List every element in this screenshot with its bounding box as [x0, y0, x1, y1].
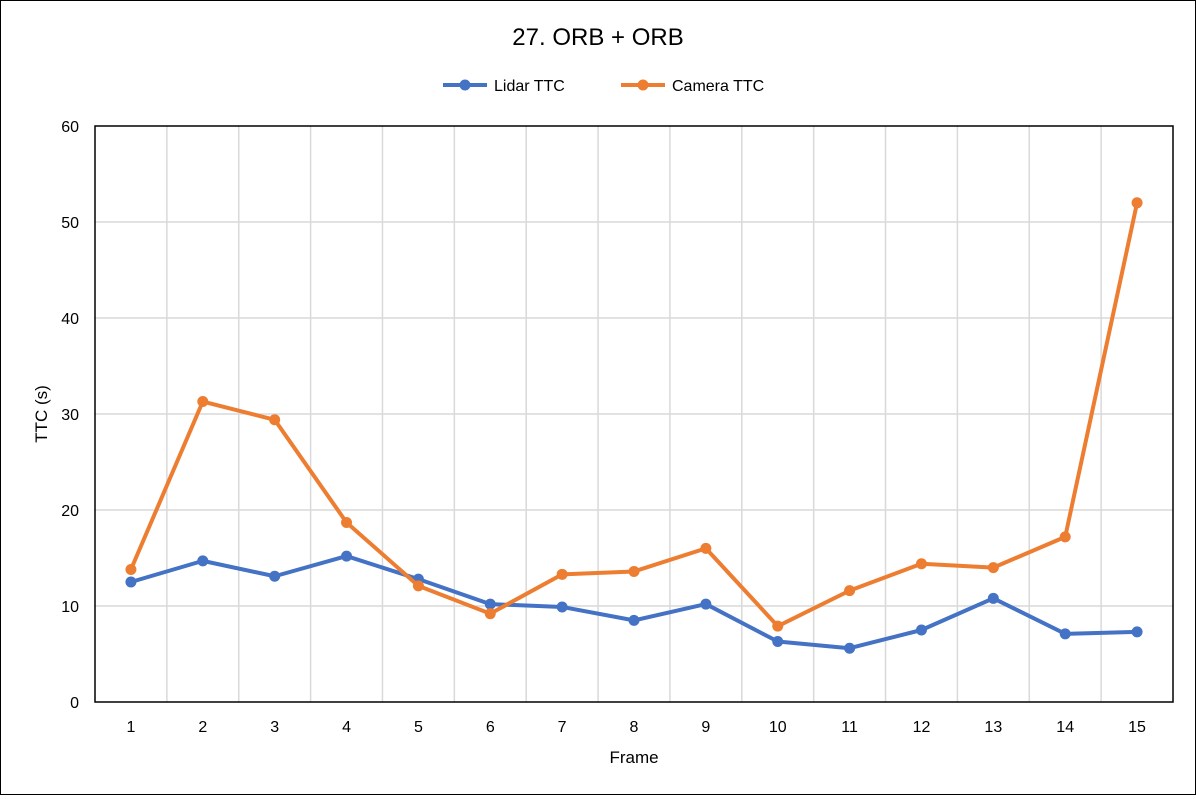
- data-point: [412, 580, 424, 592]
- gridlines: [95, 126, 1173, 702]
- data-point: [269, 414, 281, 426]
- x-tick-label: 14: [1056, 719, 1074, 736]
- y-tick-label: 20: [61, 503, 79, 520]
- data-point: [484, 598, 496, 610]
- x-tick-label: 10: [769, 719, 787, 736]
- data-point: [197, 555, 209, 567]
- x-tick-label: 3: [270, 719, 279, 736]
- series-lidar-ttc: [125, 550, 1143, 654]
- data-point: [556, 601, 568, 613]
- data-point: [1131, 197, 1143, 209]
- data-point: [844, 585, 856, 597]
- series-group: [125, 197, 1143, 654]
- x-tick-label: 6: [486, 719, 495, 736]
- data-point: [987, 592, 999, 604]
- data-point: [269, 570, 281, 582]
- x-tick-label: 4: [342, 719, 351, 736]
- x-axis-label: Frame: [609, 748, 658, 767]
- data-point: [1131, 626, 1143, 638]
- data-point: [556, 568, 568, 580]
- x-tick-label: 12: [913, 719, 931, 736]
- x-axis: 1 2 3 4 5 6 7 8 9 10 11 12 13 14 15: [126, 719, 1146, 736]
- x-tick-label: 13: [984, 719, 1002, 736]
- legend: Lidar TTC Camera TTC: [443, 78, 764, 95]
- x-tick-label: 1: [126, 719, 135, 736]
- data-point: [987, 562, 999, 574]
- data-point: [700, 542, 712, 554]
- x-tick-label: 8: [630, 719, 639, 736]
- data-point: [125, 564, 137, 576]
- data-point: [844, 642, 856, 654]
- x-tick-label: 5: [414, 719, 423, 736]
- data-point: [484, 608, 496, 620]
- data-point: [628, 565, 640, 577]
- legend-label: Lidar TTC: [494, 78, 565, 95]
- y-tick-label: 30: [61, 407, 79, 424]
- data-point: [1059, 628, 1071, 640]
- data-point: [1059, 531, 1071, 543]
- data-point: [772, 636, 784, 648]
- data-point: [341, 550, 353, 562]
- data-point: [915, 624, 927, 636]
- legend-item: Lidar TTC: [443, 78, 565, 95]
- series-camera-ttc: [125, 197, 1143, 632]
- y-tick-label: 40: [61, 311, 79, 328]
- plot-area-border: [94, 125, 1174, 703]
- chart-title: 27. ORB + ORB: [512, 24, 683, 51]
- x-tick-label: 7: [558, 719, 567, 736]
- data-point: [197, 396, 209, 408]
- y-axis: 0 10 20 30 40 50 60: [61, 119, 79, 712]
- data-point: [341, 516, 353, 528]
- y-tick-label: 50: [61, 215, 79, 232]
- x-tick-label: 9: [701, 719, 710, 736]
- legend-marker: [459, 79, 471, 91]
- x-tick-label: 2: [198, 719, 207, 736]
- data-point: [125, 576, 137, 588]
- data-point: [772, 620, 784, 632]
- data-point: [915, 558, 927, 570]
- y-axis-label: TTC (s): [32, 385, 51, 443]
- x-tick-label: 11: [841, 719, 858, 736]
- legend-item: Camera TTC: [621, 78, 764, 95]
- y-tick-label: 60: [61, 119, 79, 136]
- legend-label: Camera TTC: [672, 78, 764, 95]
- data-point: [628, 614, 640, 626]
- legend-marker: [637, 79, 649, 91]
- y-tick-label: 0: [70, 695, 79, 712]
- data-point: [700, 598, 712, 610]
- y-tick-label: 10: [61, 599, 79, 616]
- x-tick-label: 15: [1128, 719, 1146, 736]
